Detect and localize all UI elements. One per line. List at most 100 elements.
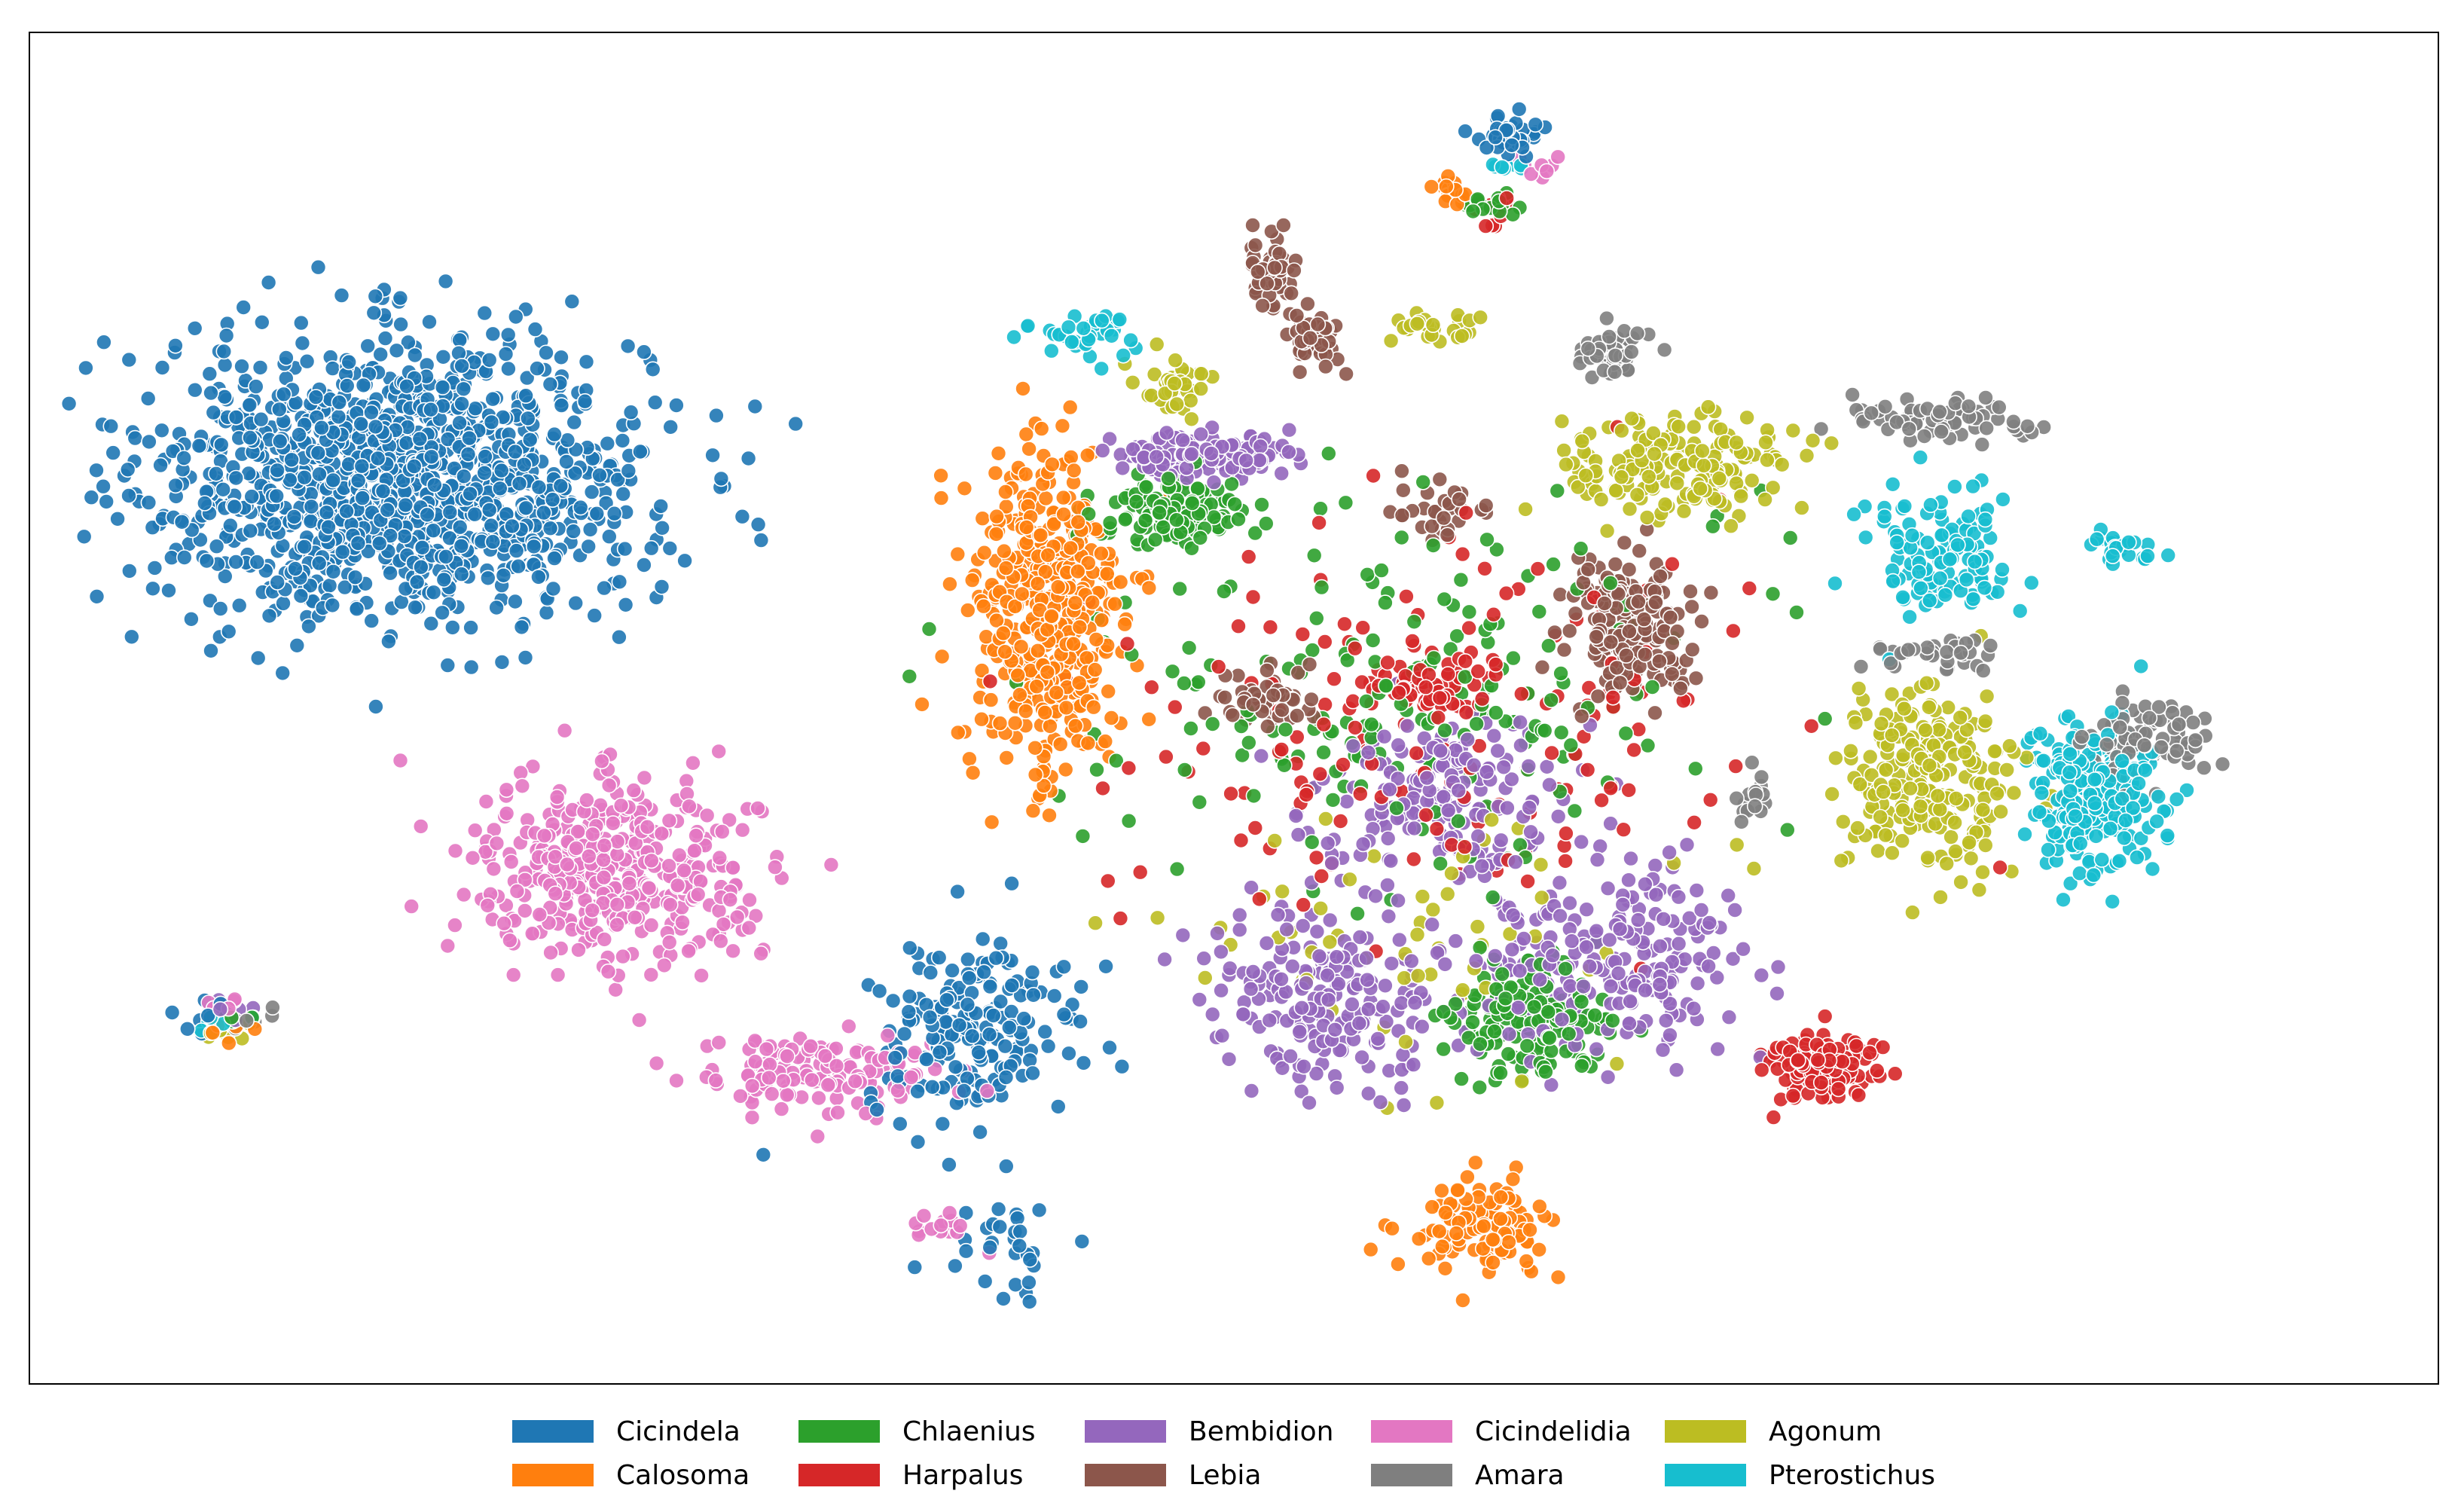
scatter-point-cicindela bbox=[513, 619, 530, 636]
scatter-point-bembidion bbox=[1382, 852, 1400, 869]
scatter-point-chlaenius bbox=[1687, 760, 1704, 777]
scatter-point-chlaenius bbox=[1191, 793, 1208, 811]
scatter-point-cicindela bbox=[484, 325, 502, 343]
scatter-point-cicindela bbox=[586, 607, 603, 624]
scatter-point-cicindela bbox=[139, 390, 157, 407]
scatter-point-cicindelidia bbox=[479, 897, 496, 914]
scatter-point-chlaenius bbox=[1471, 1079, 1488, 1096]
scatter-point-agonum bbox=[1728, 836, 1745, 854]
scatter-point-cicindela bbox=[235, 299, 252, 316]
scatter-point-cicindela bbox=[216, 356, 234, 374]
scatter-point-bembidion bbox=[1209, 925, 1226, 942]
scatter-point-calosoma bbox=[964, 764, 982, 781]
scatter-point-cicindela bbox=[521, 431, 539, 448]
scatter-point-cicindela bbox=[377, 330, 394, 347]
scatter-point-cicindela bbox=[483, 517, 500, 534]
scatter-point-cicindela bbox=[484, 390, 502, 408]
scatter-point-cicindelidia bbox=[740, 919, 758, 936]
scatter-point-chlaenius bbox=[1183, 720, 1199, 737]
scatter-point-calosoma bbox=[1057, 761, 1074, 778]
scatter-point-cicindela bbox=[871, 982, 888, 1000]
scatter-point-bembidion bbox=[1391, 931, 1408, 948]
scatter-point-cicindela bbox=[218, 327, 235, 344]
scatter-point-cicindela bbox=[988, 949, 1005, 967]
scatter-point-amara bbox=[2153, 738, 2169, 756]
scatter-point-cicindela bbox=[578, 353, 595, 371]
scatter-point-calosoma bbox=[1420, 1250, 1437, 1267]
scatter-point-calosoma bbox=[1024, 802, 1042, 819]
scatter-point-chlaenius bbox=[1108, 752, 1125, 769]
scatter-point-bembidion bbox=[1174, 927, 1192, 944]
scatter-point-cicindelidia bbox=[688, 827, 704, 844]
scatter-point-cicindela bbox=[992, 993, 1009, 1010]
scatter-point-cicindelidia bbox=[823, 857, 840, 873]
scatter-point-bembidion bbox=[1622, 993, 1638, 1010]
scatter-point-amara bbox=[1616, 322, 1632, 340]
scatter-point-calosoma bbox=[1079, 735, 1097, 752]
scatter-point-chlaenius bbox=[1164, 663, 1181, 680]
scatter-point-cicindela bbox=[1030, 1202, 1048, 1219]
scatter-point-calosoma bbox=[1046, 515, 1062, 533]
scatter-point-pterostichus bbox=[2133, 658, 2149, 675]
scatter-point-lebia bbox=[1431, 471, 1449, 488]
scatter-point-cicindela bbox=[289, 637, 306, 654]
scatter-point-cicindela bbox=[902, 939, 918, 957]
scatter-point-cicindelidia bbox=[549, 967, 566, 983]
scatter-point-agonum bbox=[1861, 748, 1879, 765]
scatter-point-cicindela bbox=[183, 610, 200, 628]
scatter-point-cicindela bbox=[1101, 1039, 1118, 1056]
scatter-point-chlaenius bbox=[1788, 604, 1805, 621]
scatter-point-lebia bbox=[1291, 364, 1308, 380]
scatter-point-harpalus bbox=[1311, 765, 1329, 783]
scatter-point-lebia bbox=[1607, 556, 1624, 573]
scatter-point-cicindela bbox=[563, 293, 581, 310]
scatter-point-cicindela bbox=[661, 540, 679, 557]
scatter-point-bembidion bbox=[1156, 951, 1173, 968]
scatter-point-chlaenius bbox=[1553, 665, 1569, 682]
scatter-point-cicindelidia bbox=[636, 769, 653, 787]
scatter-point-cicindela bbox=[676, 552, 693, 570]
scatter-point-agonum bbox=[1974, 863, 1991, 881]
scatter-point-bembidion bbox=[1623, 850, 1639, 867]
scatter-point-calosoma bbox=[990, 444, 1007, 462]
scatter-point-cicindelidia bbox=[686, 842, 703, 859]
scatter-point-bembidion bbox=[1620, 872, 1637, 888]
scatter-point-cicindela bbox=[198, 552, 215, 570]
scatter-point-chlaenius bbox=[1415, 474, 1431, 490]
scatter-point-cicindela bbox=[566, 414, 583, 431]
scatter-point-agonum bbox=[1414, 888, 1431, 905]
scatter-point-harpalus bbox=[1498, 585, 1515, 602]
scatter-point-bembidion bbox=[1429, 945, 1446, 961]
scatter-point-calosoma bbox=[950, 724, 966, 741]
scatter-point-agonum bbox=[1087, 915, 1104, 931]
scatter-point-chlaenius bbox=[1452, 571, 1470, 588]
scatter-point-lebia bbox=[1546, 624, 1563, 641]
scatter-point-cicindelidia bbox=[767, 859, 783, 875]
scatter-point-cicindela bbox=[937, 1013, 954, 1031]
scatter-point-cicindela bbox=[463, 619, 479, 636]
scatter-point-agonum bbox=[1743, 472, 1760, 489]
scatter-point-cicindela bbox=[949, 883, 966, 900]
scatter-point-cicindela bbox=[611, 573, 628, 591]
scatter-point-cicindela bbox=[333, 287, 350, 304]
scatter-point-bembidion bbox=[1551, 874, 1568, 891]
scatter-point-bembidion bbox=[1290, 826, 1307, 843]
scatter-point-chlaenius bbox=[1312, 500, 1329, 518]
scatter-point-harpalus bbox=[1992, 859, 2008, 876]
scatter-point-calosoma bbox=[1437, 1204, 1454, 1221]
scatter-point-harpalus bbox=[1485, 606, 1502, 623]
scatter-point-cicindela bbox=[499, 326, 517, 344]
scatter-point-calosoma bbox=[942, 576, 958, 593]
scatter-point-harpalus bbox=[1345, 692, 1361, 710]
scatter-point-calosoma bbox=[1437, 1260, 1454, 1277]
scatter-point-calosoma bbox=[1006, 714, 1024, 732]
scatter-point-chlaenius bbox=[1183, 539, 1200, 557]
scatter-point-agonum bbox=[1192, 365, 1210, 383]
scatter-point-cicindela bbox=[1055, 958, 1073, 976]
scatter-point-cicindela bbox=[191, 437, 208, 454]
scatter-point-cicindela bbox=[998, 1158, 1015, 1174]
scatter-point-amara bbox=[1872, 640, 1888, 658]
scatter-point-agonum bbox=[1409, 967, 1427, 984]
scatter-point-calosoma bbox=[978, 628, 994, 646]
scatter-point-bembidion bbox=[1688, 882, 1705, 899]
